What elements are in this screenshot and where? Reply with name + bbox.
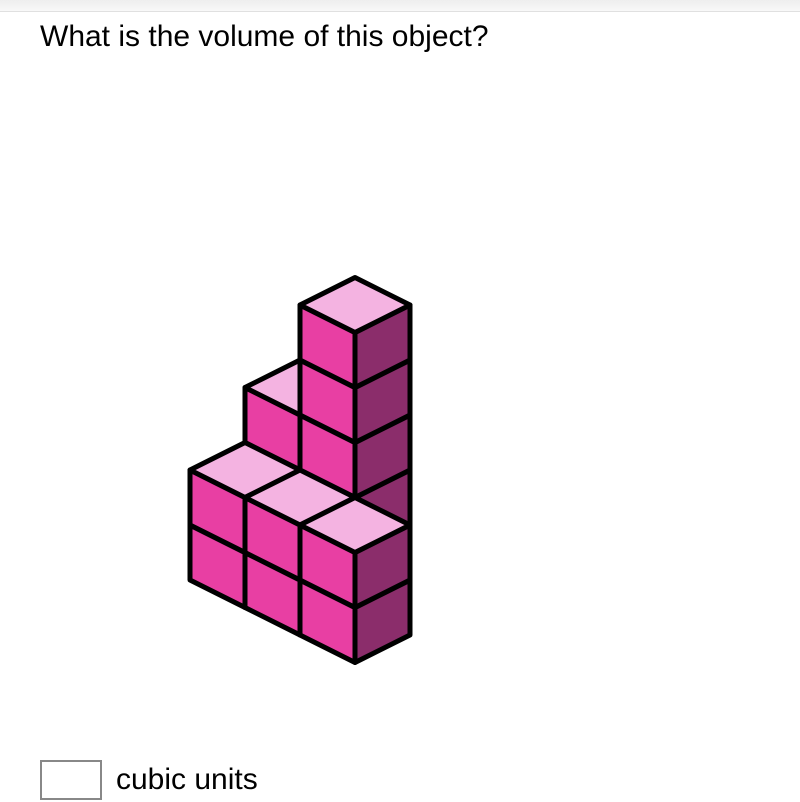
question-text: What is the volume of this object? — [40, 20, 800, 54]
window-top-border — [0, 0, 800, 12]
cube-diagram — [105, 110, 525, 690]
answer-input[interactable] — [40, 760, 102, 800]
units-label: cubic units — [116, 763, 258, 797]
answer-row: cubic units — [40, 760, 258, 800]
